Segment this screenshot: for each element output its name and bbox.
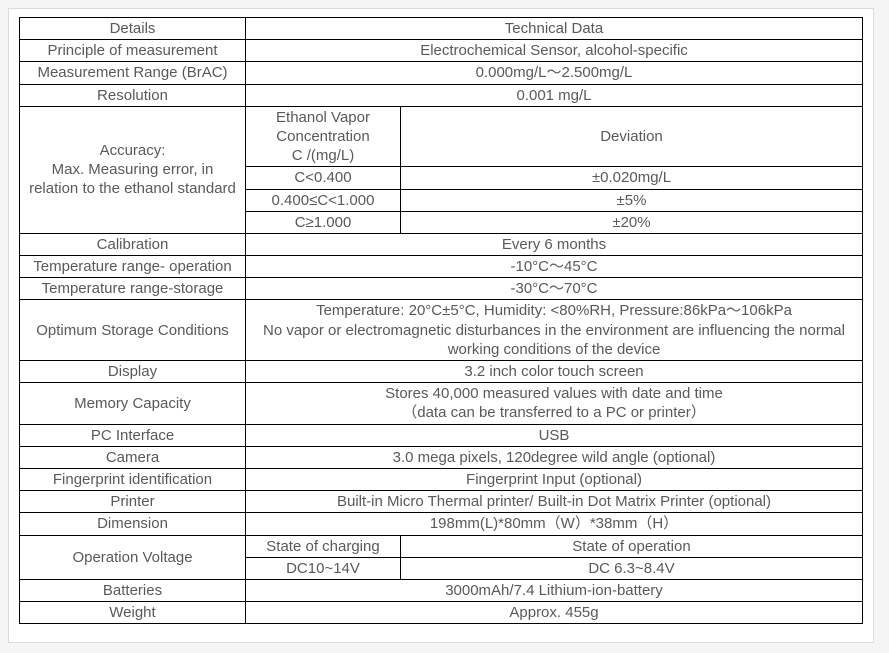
label-camera: Camera bbox=[20, 446, 246, 468]
voltage-operation-value: DC 6.3~8.4V bbox=[401, 557, 863, 579]
value-optimum: Temperature: 20°C±5°C, Humidity: <80%RH,… bbox=[246, 300, 863, 361]
value-calibration: Every 6 months bbox=[246, 233, 863, 255]
label-resolution: Resolution bbox=[20, 84, 246, 106]
label-printer: Printer bbox=[20, 491, 246, 513]
label-range: Measurement Range (BrAC) bbox=[20, 62, 246, 84]
row-temp-op: Temperature range- operation -10°C～45°C bbox=[20, 256, 863, 278]
accuracy-c-1: 0.400≤C<1.000 bbox=[246, 189, 401, 211]
header-row: Details Technical Data bbox=[20, 18, 863, 40]
accuracy-subheader-conc: Ethanol VaporConcentrationC /(mg/L) bbox=[246, 106, 401, 167]
spec-panel: Details Technical Data Principle of meas… bbox=[8, 8, 874, 643]
value-camera: 3.0 mega pixels, 120degree wild angle (o… bbox=[246, 446, 863, 468]
label-voltage: Operation Voltage bbox=[20, 535, 246, 579]
header-value: Technical Data bbox=[246, 18, 863, 40]
label-temp-store: Temperature range-storage bbox=[20, 278, 246, 300]
label-pc: PC Interface bbox=[20, 424, 246, 446]
value-range: 0.000mg/L～2.500mg/L bbox=[246, 62, 863, 84]
value-batteries: 3000mAh/7.4 Lithium-ion-battery bbox=[246, 579, 863, 601]
label-accuracy: Accuracy:Max. Measuring error, in relati… bbox=[20, 106, 246, 233]
accuracy-dev-0: ±0.020mg/L bbox=[401, 167, 863, 189]
accuracy-dev-1: ±5% bbox=[401, 189, 863, 211]
spec-table: Details Technical Data Principle of meas… bbox=[19, 17, 863, 624]
row-printer: Printer Built-in Micro Thermal printer/ … bbox=[20, 491, 863, 513]
voltage-charging-label: State of charging bbox=[246, 535, 401, 557]
value-resolution: 0.001 mg/L bbox=[246, 84, 863, 106]
value-principle: Electrochemical Sensor, alcohol-specific bbox=[246, 40, 863, 62]
accuracy-c-0: C<0.400 bbox=[246, 167, 401, 189]
row-temp-store: Temperature range-storage -30°C～70°C bbox=[20, 278, 863, 300]
row-optimum: Optimum Storage Conditions Temperature: … bbox=[20, 300, 863, 361]
value-fingerprint: Fingerprint Input (optional) bbox=[246, 468, 863, 490]
value-weight: Approx. 455g bbox=[246, 602, 863, 624]
row-pc: PC Interface USB bbox=[20, 424, 863, 446]
row-batteries: Batteries 3000mAh/7.4 Lithium-ion-batter… bbox=[20, 579, 863, 601]
label-display: Display bbox=[20, 361, 246, 383]
label-calibration: Calibration bbox=[20, 233, 246, 255]
value-dimension: 198mm(L)*80mm（W）*38mm（H） bbox=[246, 513, 863, 535]
label-temp-op: Temperature range- operation bbox=[20, 256, 246, 278]
label-dimension: Dimension bbox=[20, 513, 246, 535]
row-calibration: Calibration Every 6 months bbox=[20, 233, 863, 255]
row-memory: Memory Capacity Stores 40,000 measured v… bbox=[20, 383, 863, 424]
label-batteries: Batteries bbox=[20, 579, 246, 601]
row-range: Measurement Range (BrAC) 0.000mg/L～2.500… bbox=[20, 62, 863, 84]
accuracy-c-2: C≥1.000 bbox=[246, 211, 401, 233]
value-temp-op: -10°C～45°C bbox=[246, 256, 863, 278]
row-camera: Camera 3.0 mega pixels, 120degree wild a… bbox=[20, 446, 863, 468]
row-accuracy-header: Accuracy:Max. Measuring error, in relati… bbox=[20, 106, 863, 167]
label-memory: Memory Capacity bbox=[20, 383, 246, 424]
voltage-charging-value: DC10~14V bbox=[246, 557, 401, 579]
row-fingerprint: Fingerprint identification Fingerprint I… bbox=[20, 468, 863, 490]
label-optimum: Optimum Storage Conditions bbox=[20, 300, 246, 361]
row-principle: Principle of measurement Electrochemical… bbox=[20, 40, 863, 62]
value-memory: Stores 40,000 measured values with date … bbox=[246, 383, 863, 424]
value-pc: USB bbox=[246, 424, 863, 446]
value-temp-store: -30°C～70°C bbox=[246, 278, 863, 300]
row-weight: Weight Approx. 455g bbox=[20, 602, 863, 624]
value-display: 3.2 inch color touch screen bbox=[246, 361, 863, 383]
label-fingerprint: Fingerprint identification bbox=[20, 468, 246, 490]
accuracy-dev-2: ±20% bbox=[401, 211, 863, 233]
accuracy-subheader-dev: Deviation bbox=[401, 106, 863, 167]
label-weight: Weight bbox=[20, 602, 246, 624]
row-dimension: Dimension 198mm(L)*80mm（W）*38mm（H） bbox=[20, 513, 863, 535]
label-principle: Principle of measurement bbox=[20, 40, 246, 62]
row-resolution: Resolution 0.001 mg/L bbox=[20, 84, 863, 106]
row-voltage-head: Operation Voltage State of charging Stat… bbox=[20, 535, 863, 557]
value-printer: Built-in Micro Thermal printer/ Built-in… bbox=[246, 491, 863, 513]
row-display: Display 3.2 inch color touch screen bbox=[20, 361, 863, 383]
voltage-operation-label: State of operation bbox=[401, 535, 863, 557]
header-label: Details bbox=[20, 18, 246, 40]
